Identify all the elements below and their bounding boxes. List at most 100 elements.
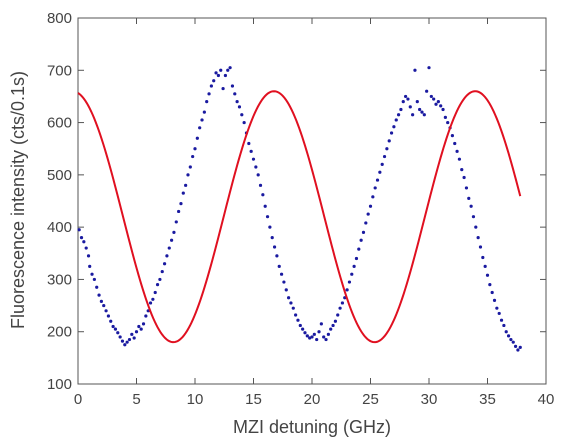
data-point (102, 303, 106, 308)
data-point (287, 296, 291, 300)
data-point (338, 306, 342, 310)
data-point (216, 73, 220, 78)
data-point (301, 327, 305, 331)
data-point (186, 173, 190, 177)
y-axis-ticks: 100 200 300 400 500 600 700 800 (47, 10, 546, 393)
data-point (219, 68, 223, 72)
data-point (249, 149, 253, 153)
data-point (413, 68, 417, 72)
data-point (162, 262, 167, 266)
data-point (240, 113, 244, 117)
data-point (291, 306, 295, 310)
x-tick-label: 0 (74, 391, 82, 408)
x-tick-label: 35 (479, 391, 496, 408)
data-point (518, 345, 522, 349)
data-point (282, 280, 286, 284)
data-point (265, 215, 270, 219)
data-point (289, 301, 293, 305)
data-point (455, 149, 459, 153)
data-point (223, 73, 228, 78)
data-point (375, 178, 380, 182)
data-point (303, 331, 307, 335)
data-point (141, 322, 146, 326)
data-point (443, 115, 447, 119)
data-point (368, 204, 373, 208)
x-tick-label: 30 (421, 391, 438, 408)
data-point (434, 102, 438, 106)
data-point (513, 344, 518, 348)
data-point (322, 335, 326, 339)
data-point (429, 94, 433, 99)
data-point (137, 324, 141, 329)
data-point (279, 272, 284, 276)
data-point (181, 191, 185, 195)
data-point (84, 246, 88, 250)
data-point (490, 290, 494, 295)
data-point (226, 68, 230, 72)
data-point (415, 100, 419, 104)
data-point (233, 92, 237, 96)
y-tick-label: 500 (47, 167, 72, 184)
x-tick-label: 10 (187, 391, 204, 408)
data-point (155, 283, 160, 287)
data-point (439, 104, 443, 108)
data-point (481, 255, 485, 260)
y-tick-label: 600 (47, 115, 72, 132)
data-point (476, 236, 480, 240)
data-point (221, 86, 225, 91)
data-point (392, 125, 396, 129)
data-point (315, 337, 319, 342)
data-point (441, 107, 445, 112)
data-point (408, 105, 412, 109)
data-point (399, 107, 403, 112)
data-point (296, 318, 300, 322)
y-tick-label: 700 (47, 62, 72, 79)
data-point (499, 318, 504, 322)
data-point (359, 238, 363, 242)
x-tick-label: 20 (304, 391, 321, 408)
data-point (195, 136, 199, 140)
data-point (488, 283, 492, 287)
data-point (319, 322, 323, 326)
data-point (99, 299, 103, 303)
data-point (86, 254, 91, 258)
data-point (329, 327, 333, 331)
data-point (387, 139, 391, 143)
data-point (113, 327, 118, 331)
data-point (160, 269, 164, 274)
data-point (120, 339, 125, 343)
data-point (310, 335, 314, 339)
data-point (347, 280, 352, 284)
data-point (200, 118, 204, 122)
data-point (361, 230, 366, 234)
data-point (268, 225, 272, 229)
data-point (418, 107, 422, 112)
data-point (212, 79, 216, 83)
data-point (247, 141, 251, 146)
data-point (357, 247, 361, 251)
data-point (106, 314, 111, 318)
data-point (446, 120, 450, 125)
data-point (177, 209, 181, 214)
data-point (144, 314, 148, 318)
x-tick-label: 25 (362, 391, 379, 408)
data-point (275, 254, 279, 258)
data-point (261, 193, 265, 197)
x-tick-label: 15 (245, 391, 262, 408)
data-point (432, 97, 436, 101)
data-point (422, 113, 426, 117)
data-point (450, 134, 454, 138)
data-point (396, 113, 401, 117)
data-point (174, 220, 178, 224)
y-tick-label: 400 (47, 219, 72, 236)
data-point (331, 323, 335, 328)
data-point (460, 168, 464, 172)
x-axis-ticks: 0 5 10 15 20 25 30 35 40 (74, 18, 554, 408)
data-point (502, 323, 506, 328)
data-point (516, 348, 520, 352)
plot-area (77, 17, 547, 385)
data-point (127, 337, 132, 342)
data-point (235, 100, 239, 104)
data-point (188, 165, 192, 169)
data-point (506, 334, 511, 338)
